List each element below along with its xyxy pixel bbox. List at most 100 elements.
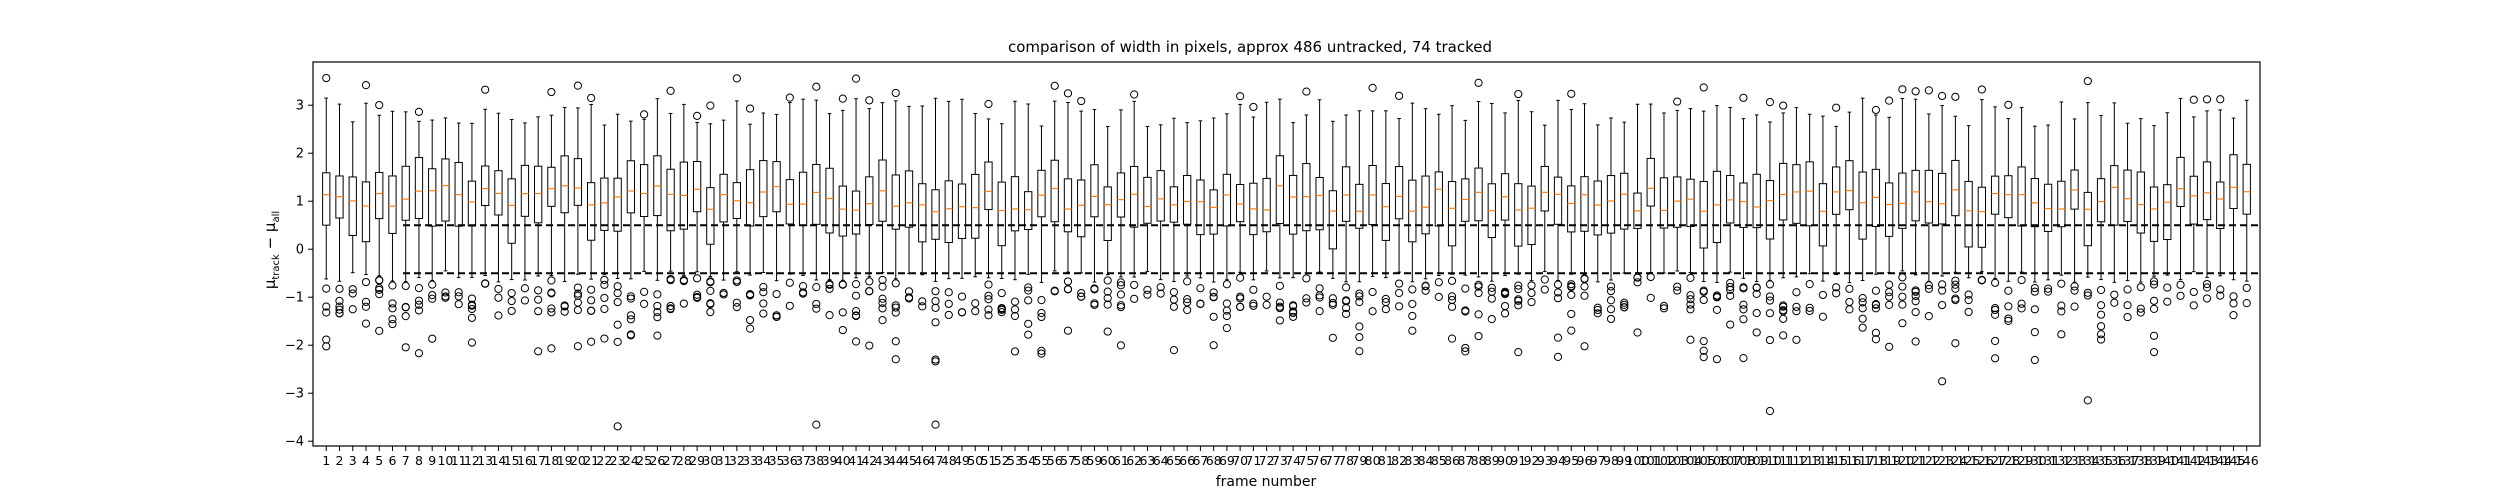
box-body: [759, 160, 768, 218]
outlier-point: [2083, 396, 2092, 405]
outlier-point: [865, 277, 874, 286]
outlier-point: [2070, 286, 2079, 295]
box-body: [2163, 184, 2172, 240]
outlier-point: [375, 326, 384, 335]
outlier-point: [1302, 294, 1311, 303]
x-tick-label: 140: [2155, 453, 2179, 468]
outlier-point: [388, 299, 397, 308]
x-tick-label: 41: [848, 453, 864, 468]
outlier-point: [2176, 280, 2185, 289]
box-body: [1222, 173, 1232, 227]
outlier-point: [613, 288, 622, 298]
outlier-point: [1858, 314, 1867, 323]
x-tick-label: 27: [663, 453, 679, 468]
outlier-point: [666, 305, 675, 314]
box-body: [1699, 181, 1708, 249]
outlier-point: [507, 296, 516, 306]
x-tick-label: 52: [994, 453, 1010, 468]
outlier-point: [1090, 299, 1099, 308]
outlier-point: [534, 295, 543, 304]
outlier-point: [865, 286, 874, 296]
outlier-point: [600, 304, 609, 314]
outlier-point: [1951, 296, 1960, 305]
outlier-point: [1779, 331, 1788, 340]
outlier-point: [401, 343, 410, 352]
x-tick-label: 21: [583, 453, 599, 468]
outlier-point: [1580, 291, 1589, 300]
outlier-point: [1712, 355, 1722, 364]
outlier-point: [706, 277, 715, 286]
outlier-point: [2242, 283, 2251, 293]
outlier-point: [1765, 309, 1775, 318]
outlier-point: [1779, 302, 1788, 311]
outlier-point: [428, 280, 437, 289]
outlier-point: [467, 304, 477, 314]
outlier-point: [1328, 298, 1337, 308]
outlier-point: [1408, 311, 1417, 321]
outlier-point: [1024, 296, 1033, 305]
outlier-point: [1116, 341, 1126, 350]
x-tick-label: 145: [2222, 453, 2246, 468]
x-tick-label: 125: [1957, 453, 1981, 468]
box-body: [904, 170, 914, 228]
box-body: [838, 185, 847, 237]
outlier-point: [2017, 304, 2026, 313]
outlier-point: [1289, 312, 1298, 321]
outlier-point: [1249, 301, 1258, 310]
outlier-point: [587, 285, 596, 294]
outlier-point: [865, 341, 874, 350]
outlier-point: [1951, 339, 1960, 348]
outlier-point: [1593, 305, 1602, 315]
x-tick-label: 105: [1692, 453, 1716, 468]
x-tick-label: 48: [941, 453, 957, 468]
outlier-point: [2216, 95, 2225, 104]
outlier-point: [1037, 346, 1046, 355]
outlier-point: [971, 307, 980, 316]
x-tick-label: 136: [2102, 453, 2126, 468]
outlier-point: [2149, 280, 2159, 289]
outlier-point: [1765, 292, 1775, 301]
outlier-point: [1712, 305, 1722, 314]
outlier-point: [1779, 101, 1788, 110]
outlier-point: [693, 290, 702, 299]
outlier-point: [414, 107, 424, 116]
outlier-point: [984, 295, 993, 304]
outlier-point: [1103, 276, 1112, 285]
outlier-point: [891, 279, 900, 288]
outlier-point: [1805, 280, 1814, 289]
outlier-point: [878, 304, 887, 313]
x-tick-label: 36: [782, 453, 798, 468]
outlier-point: [1434, 278, 1443, 287]
outlier-point: [1236, 273, 1245, 282]
outlier-point: [2017, 275, 2026, 285]
outlier-point: [1302, 274, 1311, 283]
box-body: [812, 163, 821, 225]
outlier-point: [1885, 342, 1894, 351]
outlier-point: [2057, 279, 2066, 288]
outlier-point: [587, 306, 596, 315]
x-tick-label: 138: [2129, 453, 2153, 468]
x-tick-label: 72: [1259, 453, 1275, 468]
outlier-point: [1447, 292, 1457, 301]
outlier-point: [573, 298, 582, 307]
outlier-point: [1580, 342, 1589, 351]
outlier-point: [626, 311, 635, 320]
outlier-point: [997, 289, 1006, 298]
outlier-point: [1871, 105, 1880, 115]
outlier-point: [891, 308, 900, 317]
x-tick-label: 56: [1047, 453, 1063, 468]
x-tick-label: 146: [2235, 453, 2259, 468]
outlier-point: [1699, 336, 1708, 346]
outlier-point: [1553, 294, 1563, 303]
outlier-point: [2004, 100, 2013, 109]
y-tick-label: −4: [285, 435, 304, 450]
outlier-point: [1659, 304, 1669, 313]
box-body: [1288, 174, 1298, 235]
box-body: [1673, 176, 1682, 228]
x-tick-label: 26: [649, 453, 665, 468]
outlier-point: [1686, 335, 1695, 344]
outlier-point: [1686, 295, 1695, 304]
outlier-point: [1991, 336, 2000, 346]
x-tick-label: 98: [1603, 453, 1619, 468]
x-tick-label: 71: [1245, 453, 1261, 468]
